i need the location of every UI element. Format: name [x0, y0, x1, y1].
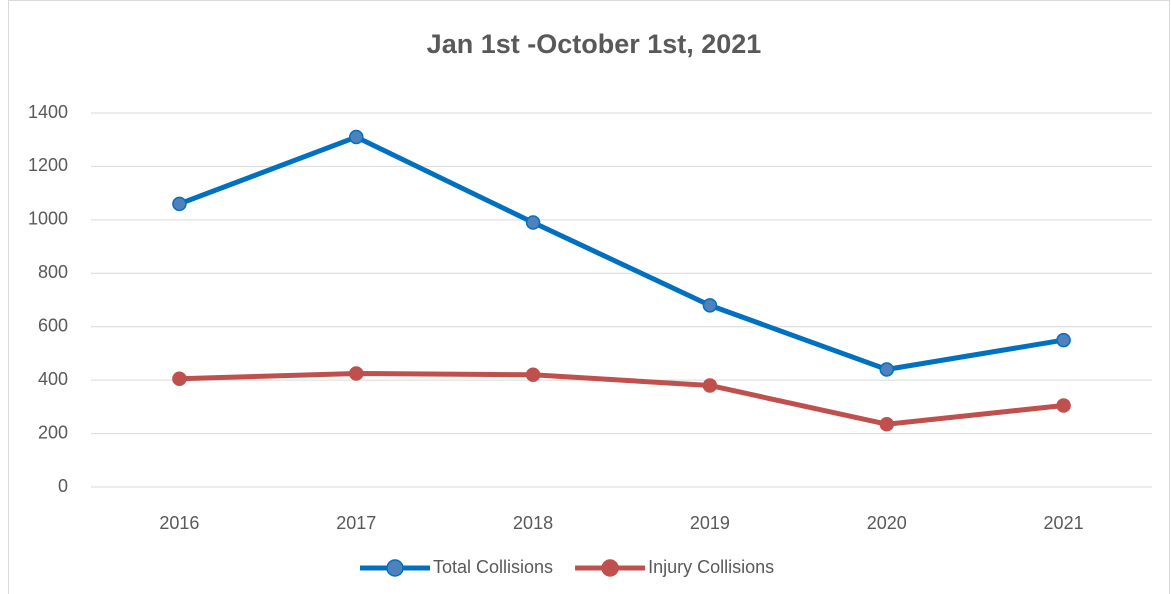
x-tick-label: 2018: [513, 513, 553, 533]
legend-label: Injury Collisions: [648, 557, 774, 577]
y-tick-label: 200: [38, 422, 68, 442]
data-point: [1056, 398, 1071, 413]
x-tick-label: 2021: [1044, 513, 1084, 533]
data-point: [349, 129, 364, 145]
legend-marker: [601, 559, 619, 577]
data-point: [172, 196, 187, 212]
legend-label: Total Collisions: [433, 557, 553, 577]
data-point: [702, 298, 718, 313]
series-line: [178, 134, 1064, 372]
data-point: [879, 362, 894, 377]
data-point: [172, 371, 187, 387]
data-point: [879, 416, 894, 432]
data-point: [1056, 332, 1071, 348]
x-tick-label: 2019: [690, 513, 730, 533]
y-tick-label: 1000: [28, 209, 68, 229]
x-tick-label: 2017: [336, 513, 376, 533]
y-tick-label: 1400: [28, 102, 68, 122]
data-point: [349, 366, 364, 381]
legend-marker: [386, 559, 404, 577]
data-point: [702, 378, 718, 393]
y-tick-label: 400: [38, 369, 68, 389]
y-tick-label: 800: [38, 262, 68, 282]
y-tick-label: 600: [38, 315, 68, 335]
chart-title: Jan 1st -October 1st, 2021: [427, 29, 762, 59]
y-tick-label: 1200: [28, 155, 68, 175]
chart-border: [8, 0, 1170, 594]
x-tick-label: 2016: [159, 513, 199, 533]
data-point: [525, 367, 541, 383]
x-tick-label: 2020: [867, 513, 907, 533]
data-point: [525, 215, 541, 230]
y-tick-label: 0: [58, 476, 68, 496]
series-line: [179, 370, 1064, 427]
